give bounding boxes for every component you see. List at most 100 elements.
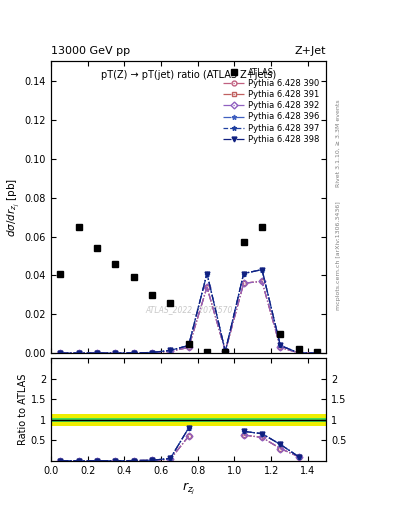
Pythia 6.428 391 xyxy=(278,345,283,351)
Pythia 6.428 396 xyxy=(168,347,173,353)
Pythia 6.428 391 xyxy=(315,350,320,356)
Pythia 6.428 398 xyxy=(186,343,191,349)
Y-axis label: $d\sigma/dr_{z_j}$ [pb]: $d\sigma/dr_{z_j}$ [pb] xyxy=(6,178,22,237)
Pythia 6.428 397 xyxy=(168,347,173,353)
Pythia 6.428 398 xyxy=(95,350,99,356)
Pythia 6.428 392 xyxy=(278,345,283,351)
Pythia 6.428 398 xyxy=(113,350,118,356)
Pythia 6.428 392 xyxy=(113,350,118,356)
Pythia 6.428 396 xyxy=(278,343,283,349)
Pythia 6.428 392 xyxy=(260,278,264,284)
Pythia 6.428 396 xyxy=(296,350,301,356)
Pythia 6.428 397 xyxy=(278,343,283,349)
Pythia 6.428 390 xyxy=(205,284,209,290)
ATLAS xyxy=(296,346,301,352)
Pythia 6.428 397 xyxy=(58,350,62,356)
Pythia 6.428 390 xyxy=(278,345,283,351)
Pythia 6.428 398 xyxy=(205,270,209,276)
X-axis label: $r_{z_j}$: $r_{z_j}$ xyxy=(182,481,195,497)
Pythia 6.428 396 xyxy=(205,270,209,276)
Pythia 6.428 396 xyxy=(95,350,99,356)
Pythia 6.428 396 xyxy=(260,267,264,273)
Pythia 6.428 396 xyxy=(131,350,136,356)
Y-axis label: Ratio to ATLAS: Ratio to ATLAS xyxy=(18,374,28,445)
ATLAS xyxy=(186,340,191,347)
Text: 13000 GeV pp: 13000 GeV pp xyxy=(51,46,130,56)
Pythia 6.428 391 xyxy=(150,350,154,356)
ATLAS xyxy=(76,224,81,230)
Pythia 6.428 392 xyxy=(95,350,99,356)
Pythia 6.428 397 xyxy=(113,350,118,356)
Pythia 6.428 398 xyxy=(76,350,81,356)
Pythia 6.428 398 xyxy=(223,348,228,354)
Pythia 6.428 392 xyxy=(205,284,209,290)
ATLAS xyxy=(150,292,154,298)
Pythia 6.428 392 xyxy=(186,345,191,351)
Text: mcplots.cern.ch [arXiv:1306.3436]: mcplots.cern.ch [arXiv:1306.3436] xyxy=(336,202,341,310)
Legend: ATLAS, Pythia 6.428 390, Pythia 6.428 391, Pythia 6.428 392, Pythia 6.428 396, P: ATLAS, Pythia 6.428 390, Pythia 6.428 39… xyxy=(220,66,322,146)
Pythia 6.428 392 xyxy=(76,350,81,356)
Pythia 6.428 390 xyxy=(95,350,99,356)
Pythia 6.428 398 xyxy=(58,350,62,356)
Text: ATLAS_2022_I2077570: ATLAS_2022_I2077570 xyxy=(145,305,232,314)
Pythia 6.428 398 xyxy=(168,347,173,353)
Pythia 6.428 398 xyxy=(260,267,264,273)
Text: Z+Jet: Z+Jet xyxy=(295,46,326,56)
ATLAS xyxy=(241,239,246,245)
Pythia 6.428 390 xyxy=(260,278,264,284)
Pythia 6.428 392 xyxy=(296,350,301,356)
Pythia 6.428 397 xyxy=(205,270,209,276)
ATLAS xyxy=(131,274,136,281)
ATLAS xyxy=(113,261,118,267)
Pythia 6.428 391 xyxy=(95,350,99,356)
Text: pT(Z) → pT(jet) ratio (ATLAS Z+jets): pT(Z) → pT(jet) ratio (ATLAS Z+jets) xyxy=(101,70,276,80)
Line: ATLAS: ATLAS xyxy=(57,224,320,355)
Pythia 6.428 392 xyxy=(241,280,246,286)
Pythia 6.428 397 xyxy=(150,349,154,355)
Pythia 6.428 390 xyxy=(241,280,246,286)
Pythia 6.428 391 xyxy=(168,348,173,354)
Pythia 6.428 390 xyxy=(296,350,301,356)
Pythia 6.428 391 xyxy=(76,350,81,356)
Pythia 6.428 390 xyxy=(315,350,320,356)
Pythia 6.428 391 xyxy=(186,345,191,351)
Pythia 6.428 391 xyxy=(223,348,228,354)
Pythia 6.428 397 xyxy=(131,350,136,356)
ATLAS xyxy=(315,349,320,355)
Pythia 6.428 396 xyxy=(150,349,154,355)
Pythia 6.428 392 xyxy=(223,348,228,354)
Pythia 6.428 391 xyxy=(241,280,246,286)
ATLAS xyxy=(260,224,264,230)
ATLAS xyxy=(205,349,209,355)
Pythia 6.428 397 xyxy=(95,350,99,356)
Pythia 6.428 398 xyxy=(131,350,136,356)
Pythia 6.428 396 xyxy=(223,348,228,354)
Pythia 6.428 398 xyxy=(315,350,320,356)
Pythia 6.428 396 xyxy=(186,343,191,349)
Pythia 6.428 390 xyxy=(150,350,154,356)
Line: Pythia 6.428 390: Pythia 6.428 390 xyxy=(58,279,320,355)
Pythia 6.428 397 xyxy=(223,348,228,354)
Pythia 6.428 390 xyxy=(58,350,62,356)
Pythia 6.428 390 xyxy=(76,350,81,356)
Pythia 6.428 392 xyxy=(150,350,154,356)
Pythia 6.428 391 xyxy=(205,284,209,290)
Pythia 6.428 391 xyxy=(113,350,118,356)
Line: Pythia 6.428 397: Pythia 6.428 397 xyxy=(58,267,320,355)
Line: Pythia 6.428 396: Pythia 6.428 396 xyxy=(58,267,320,355)
Pythia 6.428 396 xyxy=(58,350,62,356)
Pythia 6.428 398 xyxy=(278,343,283,349)
Line: Pythia 6.428 391: Pythia 6.428 391 xyxy=(58,279,320,355)
Pythia 6.428 391 xyxy=(296,350,301,356)
Pythia 6.428 392 xyxy=(131,350,136,356)
Pythia 6.428 397 xyxy=(186,343,191,349)
Pythia 6.428 396 xyxy=(76,350,81,356)
Pythia 6.428 390 xyxy=(186,345,191,351)
Pythia 6.428 398 xyxy=(241,270,246,276)
Pythia 6.428 390 xyxy=(168,348,173,354)
Line: Pythia 6.428 392: Pythia 6.428 392 xyxy=(58,279,320,355)
Pythia 6.428 397 xyxy=(76,350,81,356)
Line: Pythia 6.428 398: Pythia 6.428 398 xyxy=(58,267,320,355)
Pythia 6.428 397 xyxy=(241,270,246,276)
Pythia 6.428 392 xyxy=(58,350,62,356)
